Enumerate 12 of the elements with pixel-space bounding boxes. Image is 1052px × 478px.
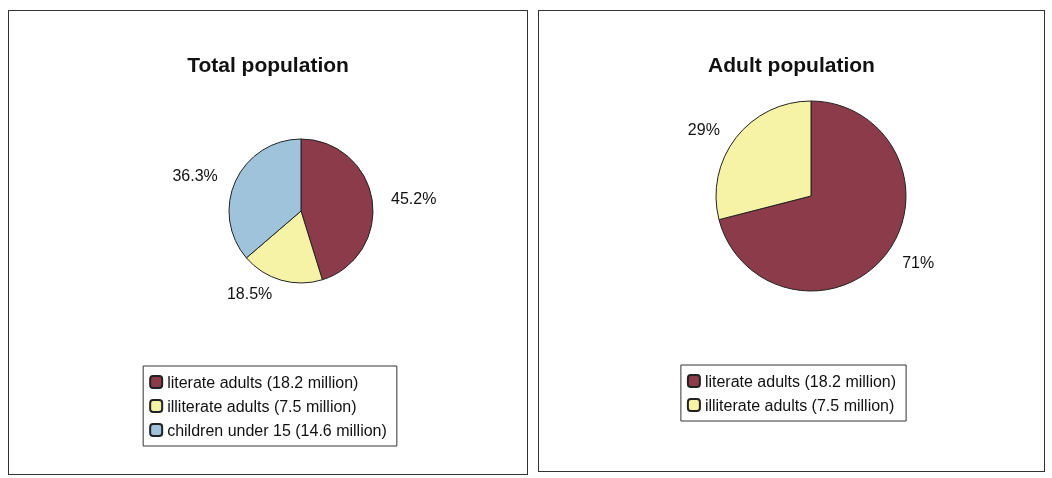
legend-label: illiterate adults (7.5 million) [167,397,357,415]
legend-label: illiterate adults (7.5 million) [704,396,895,414]
data-label: 71% [902,254,935,272]
chart-title: Adult population [708,53,875,76]
data-label: 45.2% [391,189,437,207]
chart-title: Total population [187,53,349,76]
data-label: 18.5% [226,285,273,303]
legend-label: children under 15 (14.6 million) [167,421,387,439]
data-label: 29% [687,120,720,138]
legend-label: literate adults (18.2 million) [704,372,897,390]
data-label: 36.3% [172,166,218,184]
legend-label: literate adults (18.2 million) [167,373,359,391]
